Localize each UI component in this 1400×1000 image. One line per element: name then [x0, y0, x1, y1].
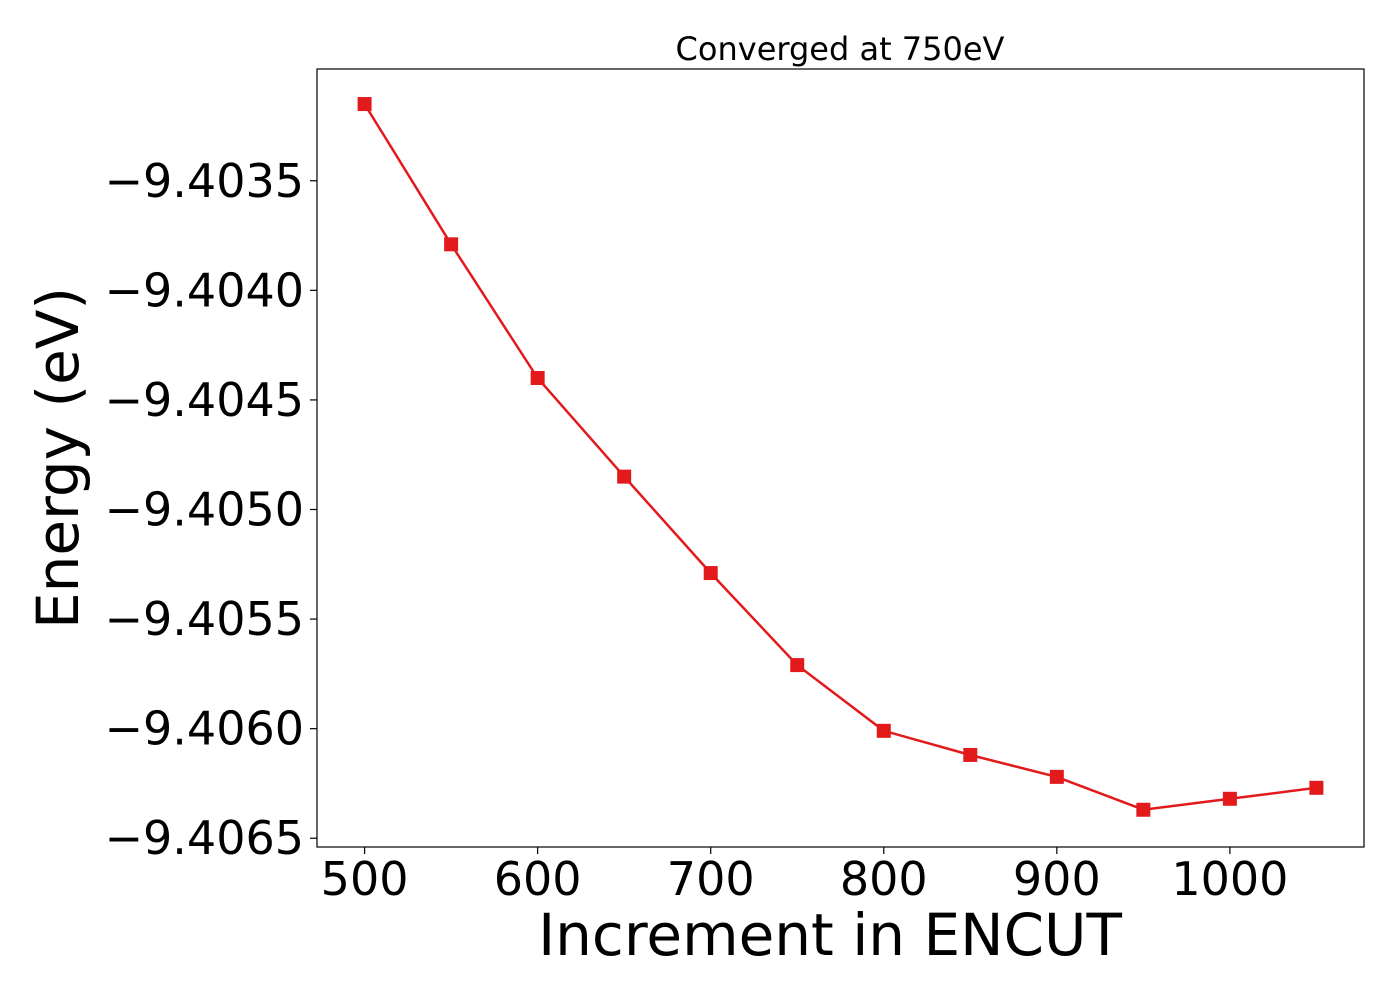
x-tick-label: 1000 — [1171, 852, 1288, 906]
energy-data-point — [1222, 791, 1237, 806]
x-tick-label: 700 — [667, 852, 755, 906]
chart-title: Converged at 750eV — [676, 30, 1005, 68]
plot-area-frame — [316, 68, 1365, 848]
y-tick-label: −9.4035 — [105, 154, 305, 208]
y-axis: −9.4035 −9.4040 −9.4045 −9.4050 −9.4055 −9.40… — [105, 154, 317, 865]
y-tick-label: −9.4065 — [105, 811, 305, 865]
x-axis: 500 600 700 800 900 1000 — [321, 847, 1288, 906]
energy-data-point — [1309, 780, 1324, 795]
x-tick-label: 600 — [494, 852, 582, 906]
y-tick-label: −9.4050 — [105, 483, 305, 537]
energy-data-point — [617, 469, 632, 484]
energy-data-point — [1049, 769, 1064, 784]
energy-data-point — [963, 747, 978, 762]
x-tick-label: 800 — [840, 852, 928, 906]
energy-data-point — [703, 566, 718, 581]
energy-data-point — [1136, 802, 1151, 817]
energy-data-point — [530, 371, 545, 386]
energy-data-point — [357, 97, 372, 112]
energy-data-point — [790, 658, 805, 673]
x-axis-label: Increment in ENCUT — [538, 901, 1122, 969]
energy-data-point — [444, 237, 459, 252]
energy-series-line — [363, 103, 1317, 811]
y-axis-label: Energy (eV) — [24, 287, 92, 629]
y-tick-label: −9.4055 — [105, 592, 305, 646]
x-tick-label: 500 — [321, 852, 409, 906]
y-tick-label: −9.4045 — [105, 373, 305, 427]
y-tick-label: −9.4040 — [105, 263, 305, 317]
x-tick-label: 900 — [1013, 852, 1101, 906]
energy-data-point — [876, 723, 891, 738]
series-layer — [357, 97, 1324, 817]
y-tick-label: −9.4060 — [105, 702, 305, 756]
